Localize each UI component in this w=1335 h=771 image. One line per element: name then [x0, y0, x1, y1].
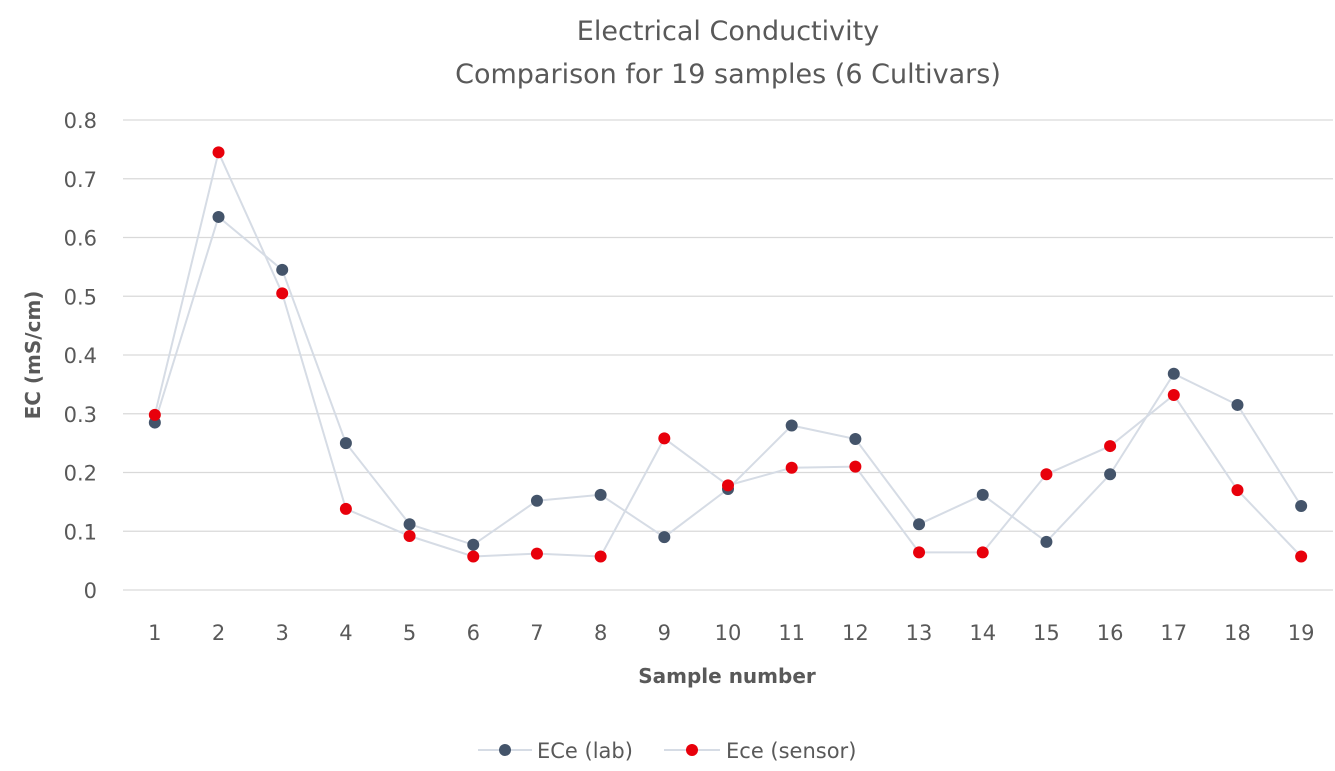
data-point-lab	[467, 538, 480, 551]
x-axis-ticks: 1 2 3 4 5 6 7 8 9 10 11 12 13 14 15 16 17 18 19	[148, 621, 1314, 645]
x-tick-label: 1	[148, 621, 161, 645]
data-point-sensor	[1231, 484, 1244, 497]
data-point-sensor	[785, 461, 798, 474]
x-tick-label: 16	[1097, 621, 1124, 645]
x-tick-label: 15	[1033, 621, 1060, 645]
legend-item-sensor: Ece (sensor)	[664, 739, 856, 763]
data-point-sensor	[976, 546, 989, 559]
data-point-sensor	[1040, 468, 1053, 481]
y-axis-ticks: 0 0.1 0.2 0.3 0.4 0.5 0.6 0.7 0.8	[64, 109, 97, 603]
data-point-sensor	[276, 287, 289, 300]
x-tick-label: 2	[212, 621, 225, 645]
data-point-lab	[276, 263, 289, 276]
data-point-lab	[976, 488, 989, 501]
data-point-lab	[913, 518, 926, 531]
data-point-sensor	[403, 529, 416, 542]
x-tick-label: 14	[969, 621, 996, 645]
chart-title: Electrical Conductivity	[577, 16, 879, 47]
data-point-lab	[658, 531, 671, 544]
x-tick-label: 4	[339, 621, 352, 645]
data-point-sensor	[467, 550, 480, 563]
x-axis-title: Sample number	[638, 664, 816, 688]
data-point-lab	[1167, 367, 1180, 380]
x-tick-label: 5	[403, 621, 416, 645]
data-point-sensor	[913, 546, 926, 559]
legend-sensor-marker	[686, 744, 698, 756]
data-point-lab	[785, 419, 798, 432]
y-axis-title: EC (mS/cm)	[21, 291, 45, 420]
y-tick-label: 0	[84, 579, 97, 603]
x-tick-label: 19	[1288, 621, 1315, 645]
data-point-sensor	[1167, 388, 1180, 401]
chart-subtitle: Comparison for 19 samples (6 Cultivars)	[455, 59, 1001, 90]
data-point-sensor	[658, 432, 671, 445]
data-point-lab	[1295, 499, 1308, 512]
x-tick-label: 10	[715, 621, 742, 645]
y-tick-label: 0.5	[64, 285, 97, 309]
legend-lab-marker	[499, 744, 511, 756]
data-point-lab	[1040, 535, 1053, 548]
y-tick-label: 0.2	[64, 462, 97, 486]
x-tick-label: 18	[1224, 621, 1251, 645]
y-tick-label: 0.7	[64, 168, 97, 192]
gridlines	[123, 119, 1333, 591]
x-tick-label: 7	[530, 621, 543, 645]
data-point-lab	[594, 488, 607, 501]
y-tick-label: 0.1	[64, 520, 97, 544]
legend-lab-label: ECe (lab)	[537, 739, 633, 763]
x-tick-label: 13	[906, 621, 933, 645]
data-point-lab	[339, 437, 352, 450]
x-tick-label: 6	[467, 621, 480, 645]
data-point-lab	[212, 210, 225, 223]
data-point-lab	[1104, 468, 1117, 481]
data-point-lab	[403, 518, 416, 531]
data-point-lab	[849, 433, 862, 446]
y-tick-label: 0.4	[64, 344, 97, 368]
y-tick-label: 0.8	[64, 109, 97, 133]
data-point-lab	[1231, 398, 1244, 411]
x-tick-label: 12	[842, 621, 869, 645]
data-point-sensor	[1295, 550, 1308, 563]
data-point-sensor	[1104, 440, 1117, 453]
series-points	[148, 146, 1308, 563]
data-point-sensor	[148, 408, 161, 421]
y-tick-label: 0.3	[64, 403, 97, 427]
legend-sensor-label: Ece (sensor)	[726, 739, 856, 763]
x-tick-label: 3	[276, 621, 289, 645]
data-point-sensor	[722, 479, 734, 492]
x-tick-label: 9	[658, 621, 671, 645]
legend: ECe (lab) Ece (sensor)	[478, 739, 856, 763]
data-point-sensor	[594, 550, 607, 563]
series-line-lab	[153, 215, 1303, 546]
y-tick-label: 0.6	[64, 227, 97, 251]
x-tick-label: 8	[594, 621, 607, 645]
data-point-lab	[530, 494, 543, 507]
data-point-sensor	[212, 146, 225, 159]
data-point-sensor	[530, 547, 543, 560]
x-tick-label: 11	[778, 621, 805, 645]
legend-item-lab: ECe (lab)	[478, 739, 633, 763]
data-point-sensor	[849, 460, 862, 473]
data-point-sensor	[339, 502, 352, 515]
x-tick-label: 17	[1160, 621, 1187, 645]
